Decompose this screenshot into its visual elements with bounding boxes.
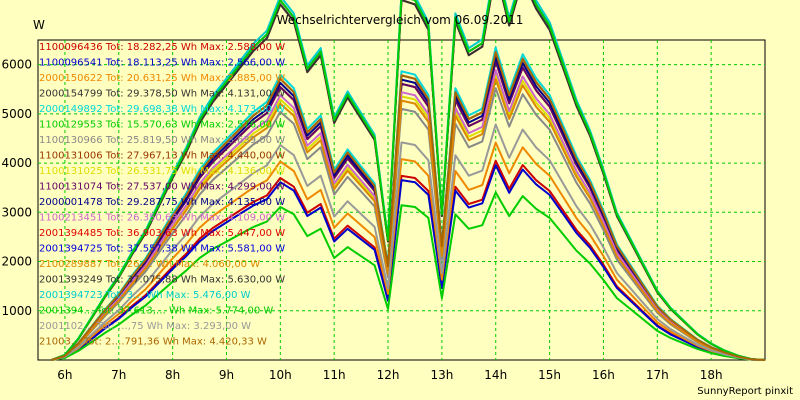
x-tick-label: 16h bbox=[592, 368, 615, 382]
legend-entry: 2000150622 Tot: 20.631,25 Wh Max: 2.885,… bbox=[39, 73, 285, 84]
y-tick-label: 3000 bbox=[1, 205, 32, 219]
x-tick-label: 10h bbox=[269, 368, 292, 382]
y-tick-label: 6000 bbox=[1, 58, 32, 72]
legend-entry: 2000149892 Tot: 29.698,38 Wh Max: 4.173,… bbox=[39, 104, 285, 115]
series-line-18 bbox=[51, 123, 766, 361]
x-tick-label: 18h bbox=[700, 368, 723, 382]
series-line-17 bbox=[51, 0, 766, 361]
legend-entry: 2000154799 Tot: 29.378,50 Wh Max: 4.131,… bbox=[39, 89, 285, 100]
legend: 1100096436 Tot: 18.282,25 Wh Max: 2.588,… bbox=[39, 42, 285, 348]
x-tick-label: 8h bbox=[165, 368, 180, 382]
x-tick-label: 7h bbox=[111, 368, 126, 382]
legend-entry: 1100096541 Tot: 18.113,25 Wh Max: 2.566,… bbox=[39, 58, 285, 69]
legend-entry: 2001102… Tot: …,75 Wh Max: 3.293,00 W bbox=[39, 321, 251, 332]
y-tick-label: 5000 bbox=[1, 107, 32, 121]
legend-entry: 1100096436 Tot: 18.282,25 Wh Max: 2.588,… bbox=[39, 42, 285, 53]
y-tick-label: 1000 bbox=[1, 304, 32, 318]
legend-entry: 1100130966 Tot: 25.819,50 Wh Max: 3.639,… bbox=[39, 135, 285, 146]
legend-entry: 1100131025 Tot: 26.531,75 Wh Max: 4.136,… bbox=[39, 166, 285, 177]
legend-entry: 1100129553 Tot: 15.570,63 Wh Max: 2.576,… bbox=[39, 120, 285, 131]
x-tick-label: 6h bbox=[57, 368, 72, 382]
series-line-5 bbox=[51, 191, 766, 361]
series-line-6 bbox=[51, 87, 766, 361]
legend-entry: 1100213451 Tot: 26.350,63 Wh Max: 4.109,… bbox=[39, 213, 285, 224]
legend-entry: 2001393249 Tot: 37.075,88 Wh Max: 5.630,… bbox=[39, 275, 285, 286]
x-tick-label: 15h bbox=[538, 368, 561, 382]
legend-entry: 2001394485 Tot: 36.903,63 Wh Max: 5.447,… bbox=[39, 228, 285, 239]
legend-entry: 1100131006 Tot: 27.967,13 Wh Max: 4.440,… bbox=[39, 151, 285, 162]
y-tick-label: 2000 bbox=[1, 255, 32, 269]
legend-entry: 1100131074 Tot: 27.537,00 Wh Max: 4.299,… bbox=[39, 182, 285, 193]
x-tick-label: 17h bbox=[646, 368, 669, 382]
series-line-11 bbox=[51, 69, 766, 361]
x-tick-label: 12h bbox=[377, 368, 400, 382]
legend-entry: 2100289887 Tot: 26.… Wh Max: 4.060,00 W bbox=[39, 259, 260, 270]
y-tick-label: 4000 bbox=[1, 156, 32, 170]
y-axis-ticks: 1000 2000 3000 4000 5000 6000 bbox=[1, 58, 32, 318]
footer-text: SunnyReport pinxit bbox=[697, 386, 793, 397]
legend-entry: 2001394725 Tot: 37.557,38 Wh Max: 5.581,… bbox=[39, 244, 285, 255]
x-tick-label: 9h bbox=[219, 368, 234, 382]
series-line-14 bbox=[51, 78, 766, 361]
legend-entry: 21003… Tot: 2….791,36 Wh Max: 4.420,33 W bbox=[39, 337, 267, 348]
legend-entry: 2000001478 Tot: 29.287,75 Wh Max: 4.135,… bbox=[39, 197, 285, 208]
x-tick-label: 11h bbox=[323, 368, 346, 382]
series-line-2 bbox=[51, 141, 766, 361]
x-axis-ticks: 6h 7h 8h 9h 10h 11h 12h 13h 14h 15h 16h 17h 18h bbox=[57, 368, 722, 382]
legend-entry: 2001394723 Tot: 3… Wh Max: 5.476,00 W bbox=[39, 290, 251, 301]
legend-entry: 2001394… Tot: 37.613,… Wh Max: 5.774,00 … bbox=[39, 306, 273, 317]
chart-title: Wechselrichtervergleich vom 06.09.2011 bbox=[277, 13, 524, 27]
x-tick-label: 14h bbox=[484, 368, 507, 382]
x-tick-label: 13h bbox=[430, 368, 453, 382]
series-lines bbox=[51, 0, 766, 361]
series-line-19 bbox=[51, 51, 766, 361]
series-line-1 bbox=[51, 164, 766, 361]
y-axis-label: W bbox=[33, 18, 45, 32]
